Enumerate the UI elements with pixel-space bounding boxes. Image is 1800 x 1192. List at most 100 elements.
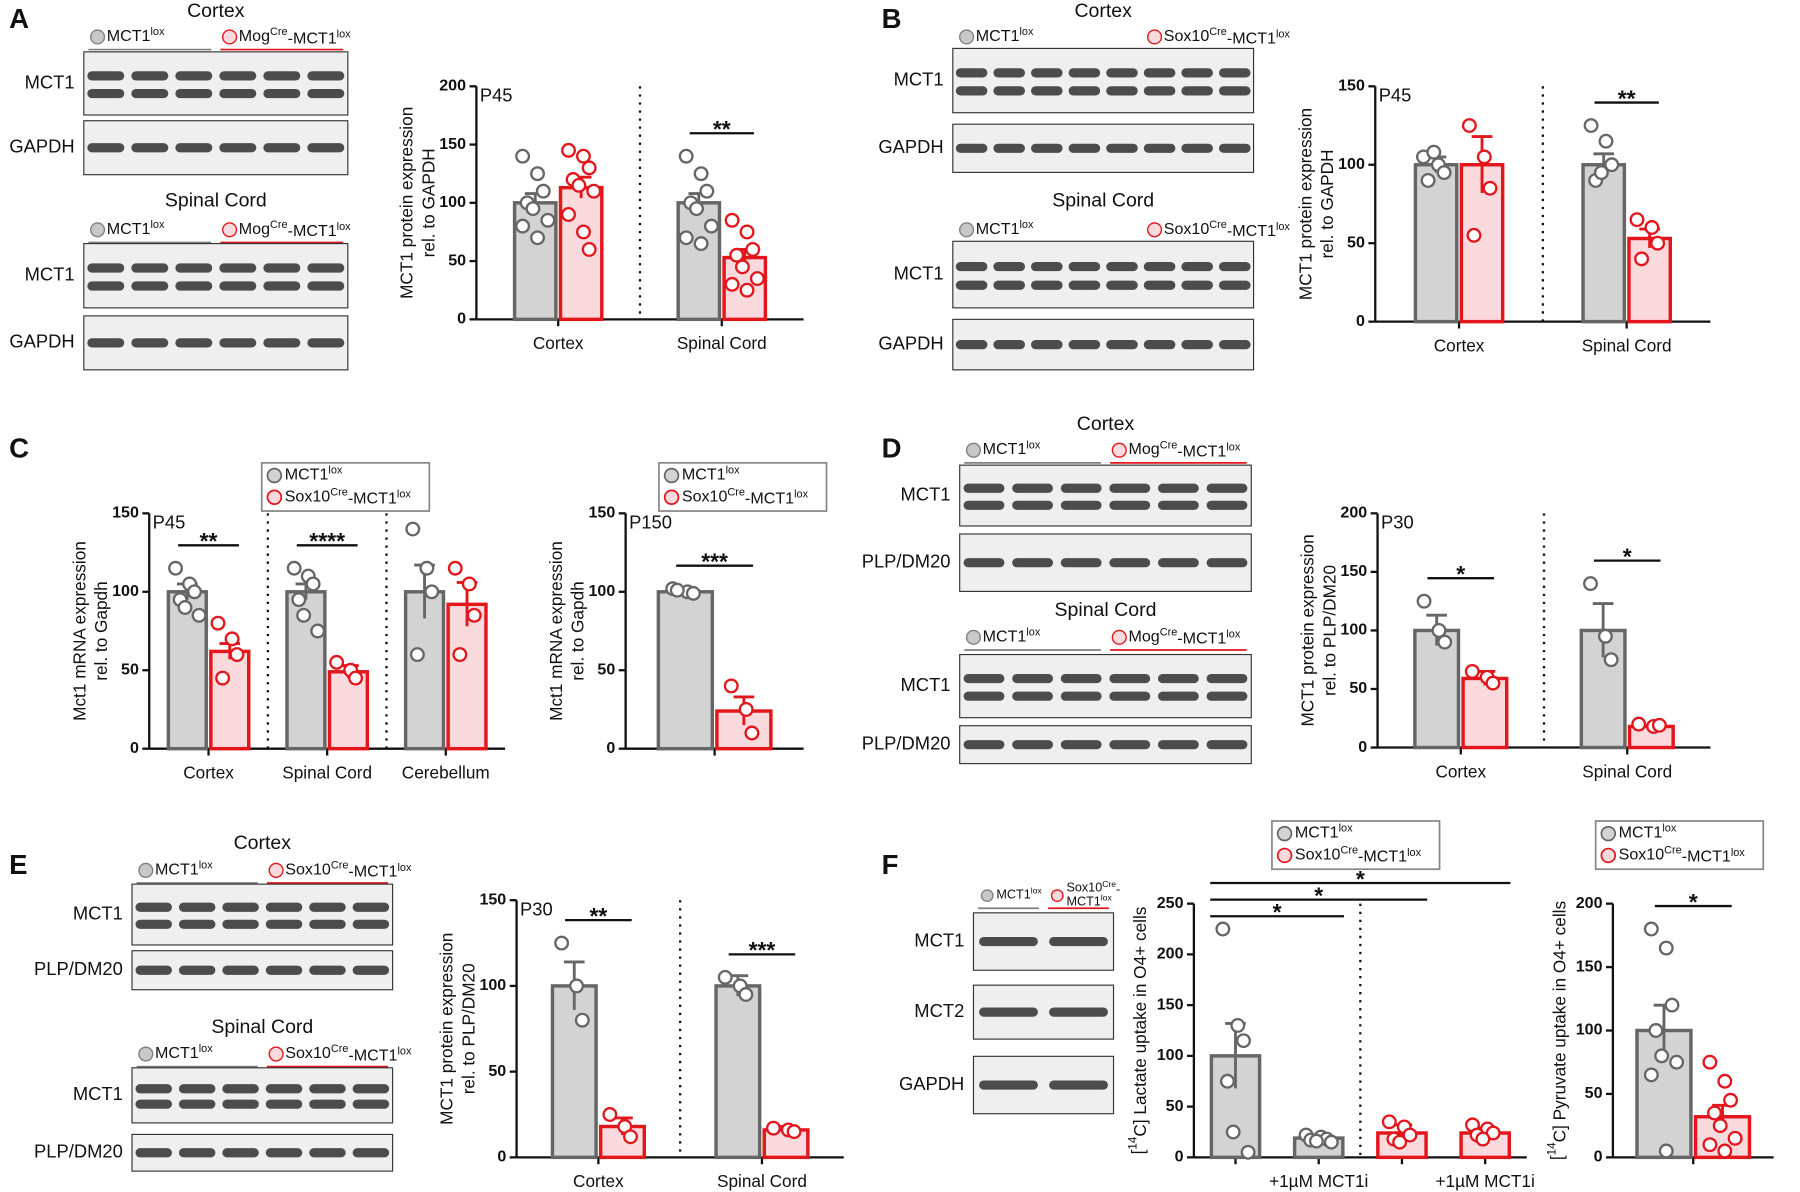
blot-band — [1206, 500, 1248, 510]
blot-band — [1012, 691, 1053, 701]
blot-group-marker — [138, 1046, 154, 1062]
data-point — [561, 207, 576, 222]
data-point — [348, 670, 364, 686]
blot-band — [1157, 483, 1199, 493]
data-point — [1308, 1133, 1324, 1149]
data-point — [1583, 576, 1598, 592]
blot-image — [131, 883, 394, 946]
blot-band — [135, 1099, 172, 1109]
blot-band — [955, 86, 988, 96]
blot-band — [1060, 500, 1102, 510]
blot-row-label: MCT1 — [914, 929, 964, 950]
x-tick-label: Cortex — [183, 762, 234, 782]
data-point — [571, 177, 587, 193]
blot-group-label-part: -MCT1 — [348, 1047, 397, 1065]
blot-group-label: Sox10Cre-MCT1lox — [285, 1043, 412, 1065]
data-point — [569, 978, 585, 994]
y-tick-label: 150 — [439, 135, 466, 153]
legend-label-part: Cre — [727, 486, 745, 498]
legend-box — [1594, 820, 1765, 871]
data-point — [1475, 1131, 1491, 1147]
y-axis-label: rel. to Gapdh — [91, 581, 111, 680]
data-point — [1437, 634, 1453, 650]
blot-group-label-part: MCT1 — [976, 27, 1020, 45]
y-axis-label: rel. to GAPDH — [1317, 149, 1337, 258]
blot-group-label-part: lox — [150, 219, 164, 231]
blot-group-label-part: -MCT1 — [288, 30, 337, 48]
bar — [1413, 163, 1459, 324]
data-point — [1597, 628, 1613, 644]
blot-row-label: MCT1 — [73, 1083, 123, 1104]
data-point — [461, 576, 477, 592]
y-tick-label: 100 — [588, 582, 615, 600]
data-point — [724, 276, 740, 292]
y-tick-label: 150 — [1340, 562, 1367, 580]
blot-band — [1109, 691, 1151, 701]
blot-group-label-part: lox — [1019, 219, 1033, 231]
blot-band — [175, 88, 213, 99]
blot-group-label-part: Sox10 — [285, 1044, 331, 1062]
data-point — [699, 183, 715, 199]
blot-band — [263, 281, 301, 291]
y-tick-label: 50 — [121, 660, 139, 678]
blot-band — [963, 483, 1005, 493]
y-tick-label: 100 — [479, 976, 506, 994]
chart-title: P30 — [520, 898, 553, 919]
blot-band — [175, 71, 213, 81]
blot-group-label-part: Sox10 — [1066, 881, 1102, 895]
blot-image — [131, 950, 394, 991]
blot-band — [178, 1148, 216, 1158]
blot-band — [993, 340, 1025, 350]
blot-band — [1012, 740, 1053, 750]
significance-label: * — [1456, 561, 1465, 587]
blot-band — [307, 281, 345, 291]
data-point — [1603, 652, 1619, 668]
blot-row-label: GAPDH — [899, 1073, 964, 1094]
blot-band — [955, 340, 988, 350]
bar — [1627, 236, 1673, 324]
y-axis-label-part: C] Pyruvate uptake in O4+ cells — [1549, 901, 1569, 1142]
blot-band — [87, 143, 125, 153]
x-tick-label: +1µM MCT1i — [1269, 1171, 1368, 1191]
blot-band — [1206, 691, 1248, 701]
blot-band — [1109, 500, 1151, 510]
blot-image — [959, 533, 1252, 592]
blot-band — [1012, 500, 1053, 510]
blot-band — [1181, 261, 1213, 272]
data-point — [1702, 1054, 1718, 1070]
data-point — [1598, 133, 1614, 149]
significance-label: ** — [713, 116, 731, 142]
blot-group-label: MCT1lox — [983, 626, 1041, 645]
y-tick-label: 150 — [1157, 995, 1184, 1013]
bar — [714, 984, 762, 1160]
y-axis-label: MCT1 protein expression — [1297, 534, 1317, 726]
y-axis-label: MCT1 protein expression — [436, 933, 456, 1125]
y-tick-label: 0 — [1594, 1148, 1603, 1166]
significance-label: * — [1273, 899, 1282, 925]
legend-label: MCT1lox — [1619, 823, 1677, 842]
data-point — [744, 725, 760, 741]
y-tick-label: 0 — [1175, 1148, 1184, 1166]
x-tick-label: Spinal Cord — [1582, 761, 1672, 781]
blot-band — [265, 919, 303, 929]
blot-band — [1181, 143, 1213, 153]
blot-group-marker — [959, 222, 975, 238]
blot-band — [309, 902, 346, 912]
blot-band — [1218, 340, 1251, 350]
legend-label: MCT1lox — [285, 464, 343, 483]
blot-group-label: Sox10Cre-MCT1lox — [1164, 26, 1291, 48]
blot-group-label-part: -MCT1 — [1227, 30, 1276, 48]
y-axis-label-part: [ — [1127, 1149, 1147, 1154]
y-tick-label: 100 — [1157, 1046, 1184, 1064]
data-point — [739, 224, 755, 240]
legend-label-part: lox — [1731, 847, 1745, 859]
data-point — [329, 654, 345, 670]
blot-band — [131, 143, 169, 153]
blot-group-label-part: Cre — [1160, 439, 1178, 451]
legend-label-part: Sox10 — [682, 488, 728, 506]
blot-band — [1157, 691, 1199, 701]
blot-band — [1157, 558, 1199, 568]
blot-row-label: GAPDH — [878, 332, 943, 353]
data-point — [177, 600, 193, 615]
legend-label-part: Sox10 — [285, 488, 331, 506]
